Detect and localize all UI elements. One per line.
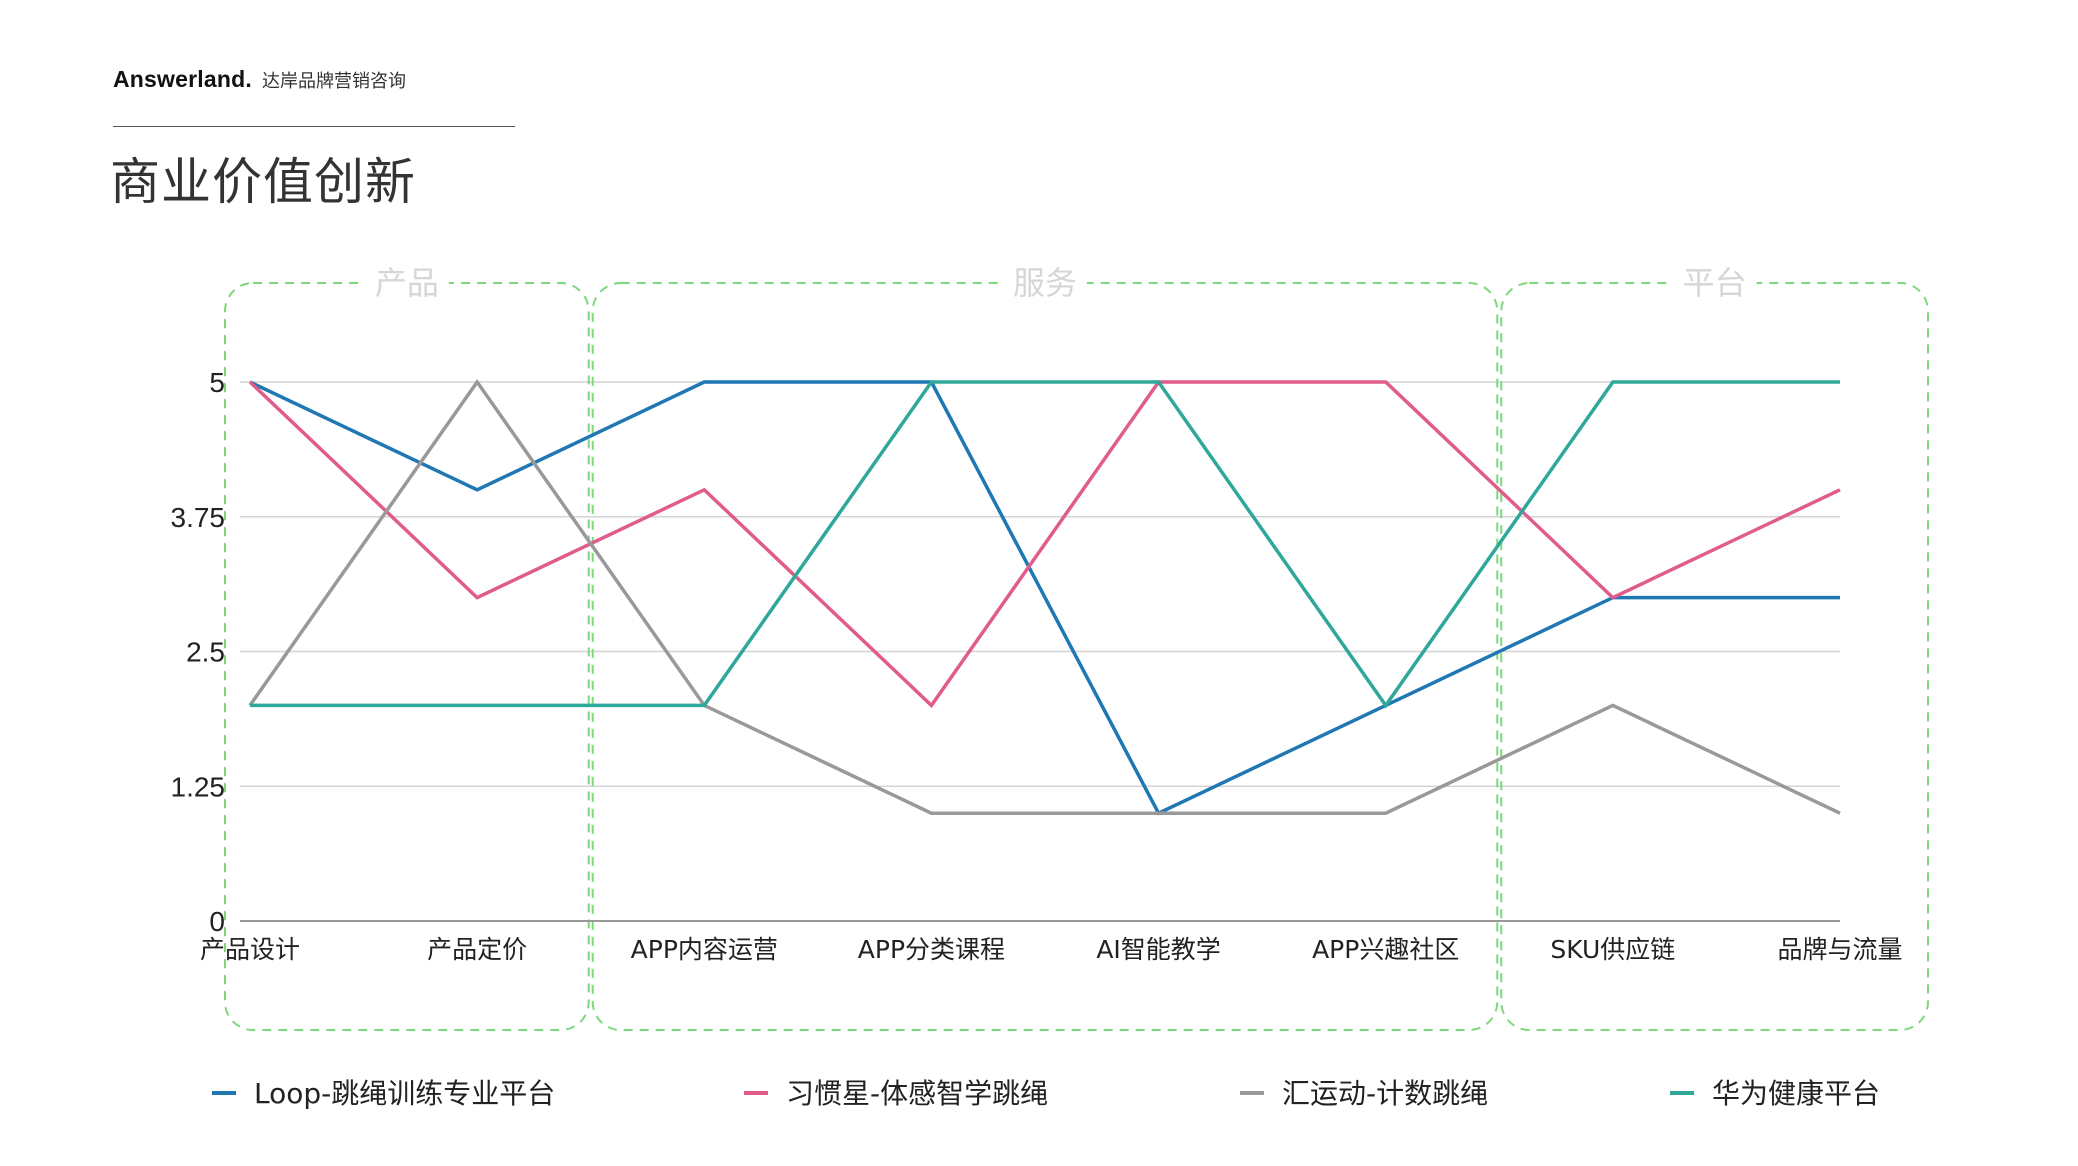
group-box xyxy=(1500,282,1930,1031)
page-title: 商业价值创新 xyxy=(110,153,416,211)
group-label-backdrop xyxy=(1672,261,1757,301)
series-line xyxy=(248,380,1841,709)
group-label: 平台 xyxy=(1683,264,1747,302)
group-label-backdrop xyxy=(1003,261,1087,301)
x-tick-label: APP分类课程 xyxy=(858,935,1005,964)
y-tick-label: 5 xyxy=(209,367,225,398)
group-boxes: 产品 服务 平台 xyxy=(224,261,1930,1031)
group-label: 产品 xyxy=(375,264,439,302)
group-box xyxy=(224,282,590,1031)
brand-name: Answerland. xyxy=(113,66,252,92)
brand: Answerland. 达岸品牌营销咨询 xyxy=(113,66,406,93)
x-tick-label: AI智能教学 xyxy=(1096,935,1220,964)
brand-divider xyxy=(113,126,515,127)
y-tick-label: 1.25 xyxy=(171,771,226,802)
y-tick-label: 0 xyxy=(209,906,225,937)
legend-label: 习惯星-体感智学跳绳 xyxy=(786,1077,1048,1110)
x-tick-label: SKU供应链 xyxy=(1550,935,1675,964)
x-tick-label: APP兴趣社区 xyxy=(1312,935,1459,964)
series-line xyxy=(249,380,1840,816)
x-tick-label: 产品定价 xyxy=(427,935,527,964)
legend-label: 汇运动-计数跳绳 xyxy=(1282,1077,1488,1110)
brand-subtitle: 达岸品牌营销咨询 xyxy=(261,71,406,92)
legend: Loop-跳绳训练专业平台 习惯星-体感智学跳绳 汇运动-计数跳绳 华为健康平台 xyxy=(212,1077,1880,1110)
group-box xyxy=(591,282,1499,1031)
series-line xyxy=(250,380,1840,709)
legend-label: 华为健康平台 xyxy=(1712,1077,1880,1110)
series-line xyxy=(248,378,1841,815)
series-layer xyxy=(248,378,1841,816)
y-tick-label: 2.5 xyxy=(186,637,225,668)
group-label: 服务 xyxy=(1013,264,1077,302)
x-tick-label: 品牌与流量 xyxy=(1777,935,1902,964)
x-tick-label: 产品设计 xyxy=(200,935,300,964)
axis-layer: 0 1.25 2.5 3.75 5 产品设计 产品定价 APP内容运营 APP分类课程 AI智能教… xyxy=(171,367,1903,964)
y-tick-label: 3.75 xyxy=(171,502,226,533)
legend-label: Loop-跳绳训练专业平台 xyxy=(254,1077,555,1110)
x-tick-label: APP内容运营 xyxy=(631,935,778,964)
group-label-backdrop xyxy=(364,261,449,301)
